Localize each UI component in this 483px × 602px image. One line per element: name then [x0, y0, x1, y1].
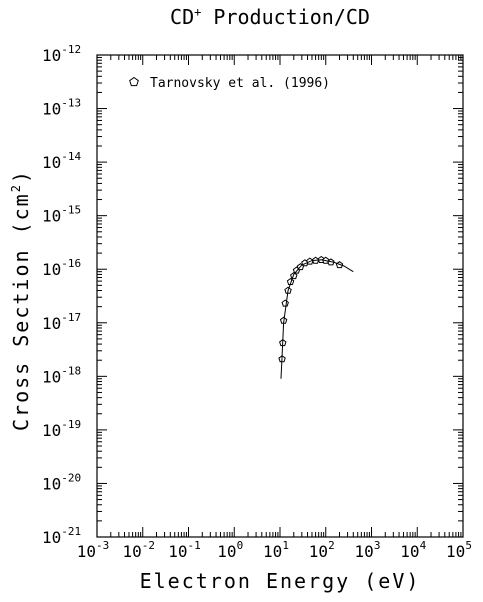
y-tick-exp: -15: [61, 204, 81, 217]
x-tick-base: 10: [217, 542, 236, 561]
y-label-text: ): [9, 169, 33, 183]
y-axis-label: Cross Section (cm2): [9, 169, 33, 431]
y-tick-exp: -16: [61, 257, 81, 270]
y-tick-exp: -14: [61, 150, 81, 163]
y-tick-base: 10: [42, 260, 61, 279]
y-tick-base: 10: [42, 100, 61, 119]
fit-line: [280, 259, 354, 379]
x-tick-label: 105: [446, 539, 472, 561]
y-label-sup: 2: [9, 183, 23, 192]
x-tick-base: 10: [309, 542, 328, 561]
y-tick-exp: -21: [61, 525, 81, 538]
x-tick-label: 103: [355, 539, 381, 561]
legend-label: Tarnovsky et al. (1996): [150, 76, 330, 91]
y-tick-label: 10-15: [42, 204, 81, 226]
x-axis-label: Electron Energy (eV): [140, 569, 421, 593]
data-point: [281, 299, 289, 307]
x-tick-exp: -3: [96, 539, 109, 552]
x-tick-label: 101: [263, 539, 289, 561]
x-tick-exp: 5: [465, 539, 472, 552]
y-tick-base: 10: [42, 367, 61, 386]
x-tick-base: 10: [263, 542, 282, 561]
y-tick-label: 10-14: [42, 150, 82, 172]
x-tick-base: 10: [77, 542, 96, 561]
y-tick-base: 10: [42, 153, 61, 172]
y-tick-exp: -20: [61, 471, 81, 484]
y-tick-label: 10-19: [42, 418, 81, 440]
x-tick-base: 10: [446, 542, 465, 561]
y-tick-base: 10: [42, 314, 61, 333]
x-tick-exp: 1: [282, 539, 289, 552]
y-tick-label: 10-21: [42, 525, 81, 547]
y-tick-label: 10-13: [42, 97, 81, 119]
chart-title: CD+ Production/CD: [170, 5, 370, 29]
legend-marker: [129, 76, 139, 87]
title-sup: +: [194, 5, 201, 19]
x-tick-base: 10: [400, 542, 419, 561]
y-tick-label: 10-12: [42, 43, 81, 65]
x-tick-label: 10-3: [77, 539, 110, 561]
y-tick-label: 10-17: [42, 311, 81, 333]
y-tick-exp: -17: [61, 311, 81, 324]
x-tick-base: 10: [355, 542, 374, 561]
x-tick-label: 10-2: [122, 539, 155, 561]
y-tick-exp: -18: [61, 364, 81, 377]
y-label-text: Cross Section (cm: [9, 192, 33, 431]
title-text: Production/CD: [201, 5, 370, 29]
plot-frame: [96, 54, 464, 538]
x-tick-exp: -1: [188, 539, 201, 552]
y-tick-exp: -19: [61, 418, 81, 431]
x-tick-label: 104: [400, 539, 426, 561]
x-tick-exp: 4: [420, 539, 427, 552]
y-tick-label: 10-18: [42, 364, 81, 386]
x-tick-exp: 3: [374, 539, 381, 552]
x-tick-exp: 2: [328, 539, 335, 552]
y-tick-base: 10: [42, 46, 61, 65]
y-tick-base: 10: [42, 421, 61, 440]
x-tick-label: 10-1: [168, 539, 201, 561]
y-tick-label: 10-16: [42, 257, 81, 279]
y-tick-label: 10-20: [42, 471, 81, 493]
y-tick-exp: -13: [61, 97, 81, 110]
x-tick-exp: 0: [237, 539, 244, 552]
x-tick-exp: -2: [142, 539, 155, 552]
y-tick-base: 10: [42, 528, 61, 547]
x-tick-base: 10: [168, 542, 187, 561]
y-tick-base: 10: [42, 207, 61, 226]
y-tick-exp: -12: [61, 43, 81, 56]
x-tick-label: 102: [309, 539, 335, 561]
y-tick-base: 10: [42, 474, 61, 493]
x-tick-label: 100: [217, 539, 243, 561]
x-tick-base: 10: [122, 542, 141, 561]
title-text: CD: [170, 5, 194, 29]
